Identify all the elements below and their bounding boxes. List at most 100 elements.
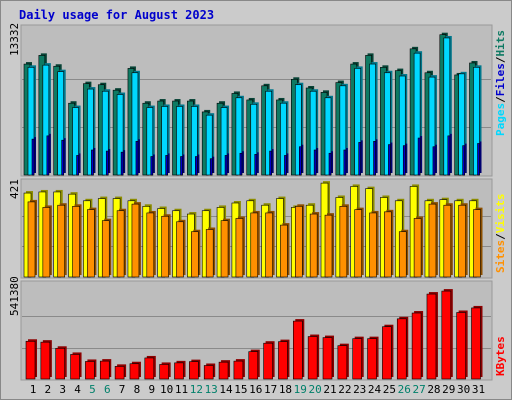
bar-sites [101, 218, 112, 278]
bar-pages [135, 139, 140, 176]
bar-pages [284, 153, 289, 176]
legend-hits-label: Hits [494, 30, 507, 57]
bar-files [205, 113, 215, 176]
bar-pages [358, 140, 363, 176]
bar-kbytes [233, 359, 245, 380]
bar-sites [250, 210, 260, 278]
bar-kbytes [411, 311, 424, 380]
bar-pages [447, 133, 452, 176]
xtick-label: 22 [338, 383, 351, 396]
bar-sites [443, 203, 453, 278]
bar-files [265, 89, 274, 176]
bar-kbytes [40, 340, 52, 380]
xtick-label: 13 [205, 383, 218, 396]
xtick-label: 9 [148, 383, 155, 396]
bar-pages [180, 154, 185, 176]
bar-kbytes [396, 316, 409, 380]
xtick-label: 23 [353, 383, 366, 396]
legend-sep-2: / [494, 56, 507, 63]
bar-sites [27, 199, 37, 278]
bar-pages [120, 150, 126, 176]
bar-kbytes [129, 361, 141, 380]
bar-sites [458, 203, 468, 278]
bar-sites [205, 227, 216, 278]
bar-kbytes [25, 339, 37, 380]
xtick-label: 14 [219, 383, 233, 396]
bar-files [176, 104, 185, 176]
bar-sites [176, 219, 186, 278]
bar-files [146, 105, 155, 176]
bar-pages [31, 137, 36, 176]
bar-sites [161, 214, 171, 278]
legend-sites: Sites [494, 240, 507, 273]
bar-sites [131, 202, 141, 278]
xtick-label: 30 [457, 383, 470, 396]
bar-kbytes [278, 339, 290, 380]
bar-kbytes [85, 359, 97, 380]
panel-visits [20, 178, 493, 279]
bar-pages [76, 153, 81, 176]
bar-sites [57, 203, 67, 278]
bar-pages [462, 143, 467, 176]
bar-sites [413, 216, 424, 278]
bar-files [413, 51, 423, 176]
bar-pages [402, 143, 408, 176]
xtick-label: 15 [234, 383, 247, 396]
xtick-label: 28 [427, 383, 440, 396]
xtick-label: 19 [294, 383, 307, 396]
xtick-label: 26 [398, 383, 411, 396]
bar-pages [417, 136, 423, 176]
bar-files [101, 89, 111, 176]
bar-files [428, 75, 437, 176]
bar-kbytes [189, 359, 201, 380]
bar-files [220, 105, 230, 176]
bar-files [161, 104, 170, 176]
bar-kbytes [441, 289, 453, 380]
xtick-label: 6 [104, 383, 111, 396]
bar-pages [165, 153, 170, 176]
bar-files [458, 71, 467, 176]
bar-pages [313, 147, 319, 176]
chart-title: Daily usage for August 2023 [19, 8, 214, 22]
bar-pages [61, 138, 66, 176]
bar-sites [220, 218, 231, 278]
bar-pages [328, 151, 333, 176]
bar-kbytes [292, 319, 305, 380]
bar-files [443, 35, 452, 176]
bar-sites [339, 204, 349, 278]
bar-sites [235, 216, 245, 278]
bar-kbytes [144, 355, 156, 380]
bar-files [250, 102, 259, 176]
ytick-kbytes: 541380 [8, 276, 21, 316]
legend-sep-1: / [494, 96, 507, 103]
bar-files [294, 82, 304, 176]
bar-files [27, 65, 36, 176]
legend-sep-3: / [494, 233, 507, 240]
bar-pages [150, 154, 155, 176]
xtick-label: 29 [442, 383, 455, 396]
xtick-label: 2 [45, 383, 52, 396]
bar-kbytes [70, 352, 82, 380]
xtick-label: 25 [383, 383, 396, 396]
bar-pages [343, 147, 348, 176]
bar-sites [191, 229, 201, 278]
panel-hits [20, 24, 493, 177]
bar-pages [388, 142, 393, 176]
bar-kbytes [55, 346, 67, 380]
bar-files [131, 70, 140, 176]
bar-files [87, 87, 96, 176]
bar-files [191, 104, 200, 176]
bar-kbytes [337, 343, 349, 380]
bar-files [57, 69, 66, 176]
xtick-label: 5 [89, 383, 96, 396]
xtick-label: 7 [119, 383, 126, 396]
bar-sites [398, 229, 409, 278]
bar-files [473, 65, 482, 176]
legend-visits: Sites/Visits [494, 194, 507, 274]
bar-kbytes [114, 364, 127, 380]
legend-files: Files [494, 63, 507, 96]
bar-kbytes [263, 341, 275, 380]
bar-kbytes [203, 363, 216, 380]
ytick-hits: 13332 [8, 23, 21, 56]
xtick-label: 27 [412, 383, 425, 396]
